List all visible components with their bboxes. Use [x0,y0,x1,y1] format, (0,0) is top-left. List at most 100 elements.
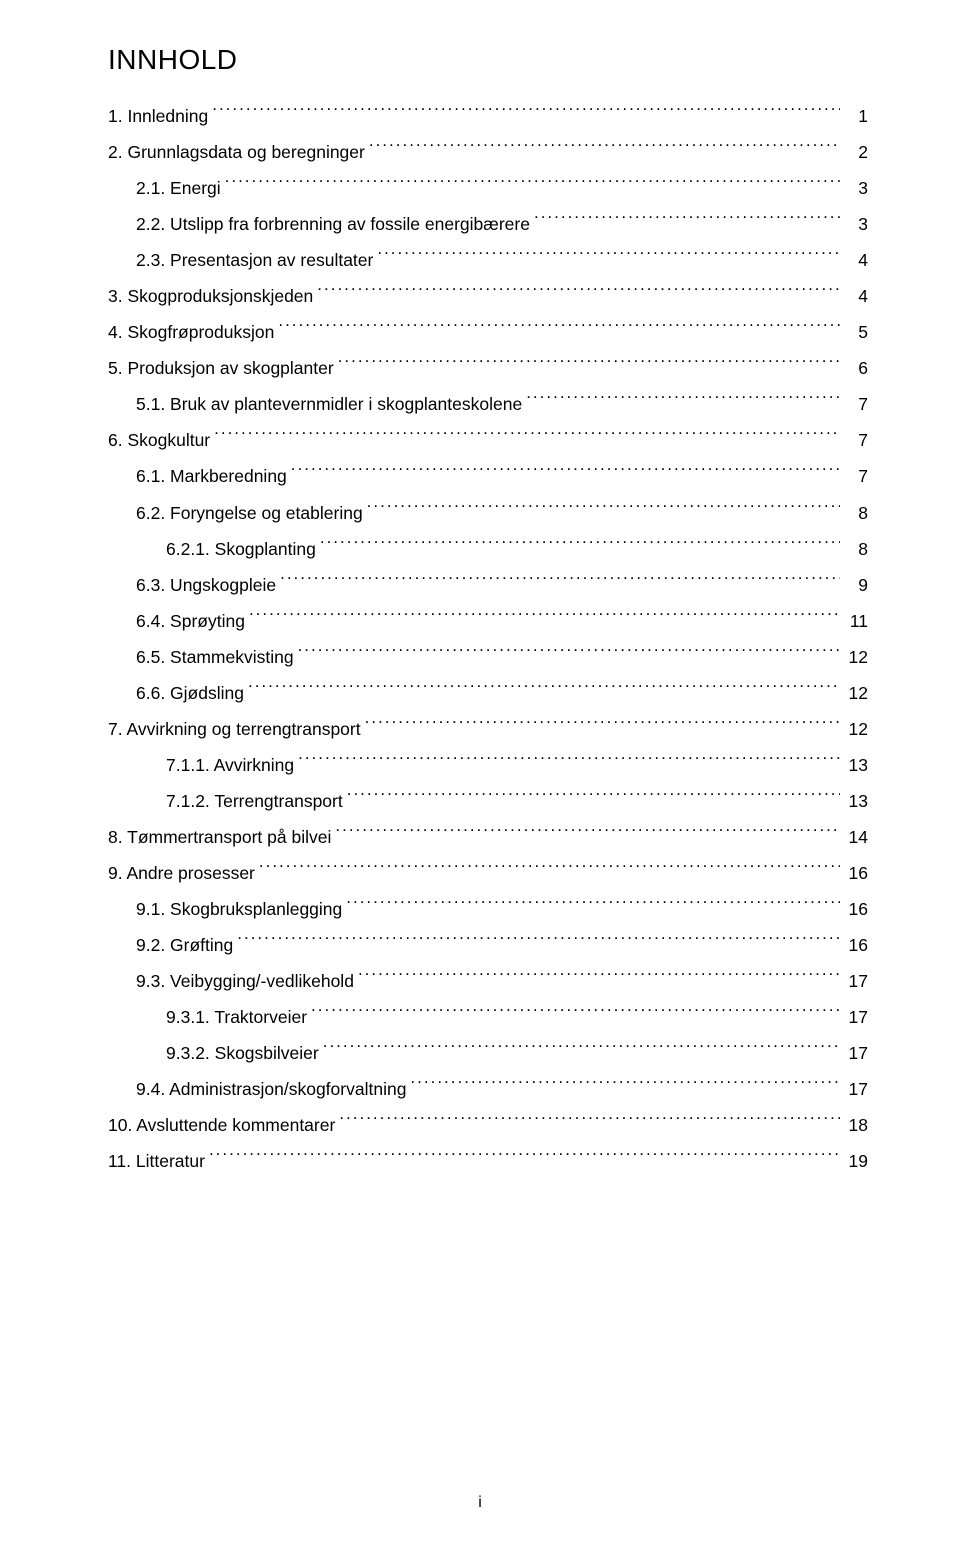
toc-entry-label: 6.3. Ungskogpleie [108,567,276,603]
toc-row: 5. Produksjon av skogplanter 6 [108,350,868,386]
toc-row: 6.2. Foryngelse og etablering 8 [108,495,868,531]
dot-leader [526,393,840,411]
toc-entry-label: 2.2. Utslipp fra forbrenning av fossile … [108,206,530,242]
toc-entry-page: 17 [844,963,868,999]
toc-entry-label: 3. Skogproduksjonskjeden [108,278,313,314]
toc-entry-page: 12 [844,675,868,711]
toc-entry-page: 17 [844,999,868,1035]
toc-entry-label: 5. Produksjon av skogplanter [108,350,334,386]
toc-row: 9.3. Veibygging/-vedlikehold 17 [108,963,868,999]
toc-entry-page: 6 [844,350,868,386]
dot-leader [358,970,840,988]
dot-leader [225,177,840,195]
dot-leader [369,141,840,159]
toc-entry-page: 7 [844,422,868,458]
toc-row: 2.1. Energi3 [108,170,868,206]
toc-entry-label: 9.3.1. Traktorveier [108,999,307,1035]
dot-leader [323,1042,840,1060]
toc-entry-label: 9.4. Administrasjon/skogforvaltning [108,1071,406,1107]
toc-row: 8. Tømmertransport på bilvei14 [108,819,868,855]
dot-leader [347,789,840,807]
dot-leader [212,105,840,123]
toc-entry-page: 12 [844,639,868,675]
dot-leader [249,609,840,627]
toc-row: 9.3.1. Traktorveier 17 [108,999,868,1035]
toc-entry-page: 8 [844,531,868,567]
toc-entry-label: 6.1. Markberedning [108,458,287,494]
toc-entry-page: 16 [844,855,868,891]
toc-entry-label: 6.4. Sprøyting [108,603,245,639]
toc-entry-label: 7.1.2. Terrengtransport [108,783,343,819]
toc-row: 2.2. Utslipp fra forbrenning av fossile … [108,206,868,242]
toc-entry-label: 9.3.2. Skogsbilveier [108,1035,319,1071]
toc-row: 1. Innledning 1 [108,98,868,134]
dot-leader [377,249,840,267]
toc-entry-label: 7.1.1. Avvirkning [108,747,294,783]
toc-entry-page: 19 [844,1143,868,1179]
toc-entry-label: 1. Innledning [108,98,208,134]
toc-row: 9.4. Administrasjon/skogforvaltning 17 [108,1071,868,1107]
toc-row: 6.5. Stammekvisting 12 [108,639,868,675]
toc-entry-label: 5.1. Bruk av plantevernmidler i skogplan… [108,386,522,422]
toc-row: 10. Avsluttende kommentarer 18 [108,1107,868,1143]
toc-entry-label: 11. Litteratur [108,1143,205,1179]
toc-row: 2.3. Presentasjon av resultater 4 [108,242,868,278]
toc-list: 1. Innledning 1 2. Grunnlagsdata og beregn… [108,98,868,1179]
toc-entry-label: 9.3. Veibygging/-vedlikehold [108,963,354,999]
toc-entry-label: 6.5. Stammekvisting [108,639,294,675]
toc-entry-page: 4 [844,242,868,278]
toc-row: 4. Skogfrøproduksjon 5 [108,314,868,350]
dot-leader [335,825,840,843]
page: INNHOLD 1. Innledning 1 2. Grunnlagsdata o… [0,0,960,1548]
toc-entry-label: 9.1. Skogbruksplanlegging [108,891,342,927]
toc-row: 9.2. Grøfting16 [108,927,868,963]
toc-row: 6. Skogkultur7 [108,422,868,458]
toc-row: 7. Avvirkning og terrengtransport12 [108,711,868,747]
toc-row: 6.4. Sprøyting 11 [108,603,868,639]
toc-entry-label: 4. Skogfrøproduksjon [108,314,274,350]
dot-leader [278,321,840,339]
toc-entry-page: 18 [844,1107,868,1143]
dot-leader [237,934,840,952]
dot-leader [259,861,840,879]
toc-entry-label: 2. Grunnlagsdata og beregninger [108,134,365,170]
toc-entry-page: 8 [844,495,868,531]
toc-entry-page: 12 [844,711,868,747]
dot-leader [214,429,840,447]
toc-row: 6.6. Gjødsling12 [108,675,868,711]
toc-entry-page: 2 [844,134,868,170]
toc-row: 6.3. Ungskogpleie 9 [108,567,868,603]
toc-entry-page: 4 [844,278,868,314]
toc-entry-label: 10. Avsluttende kommentarer [108,1107,335,1143]
toc-entry-page: 17 [844,1035,868,1071]
toc-entry-page: 7 [844,458,868,494]
toc-row: 11. Litteratur 19 [108,1143,868,1179]
toc-entry-page: 13 [844,747,868,783]
dot-leader [317,285,840,303]
toc-entry-page: 3 [844,170,868,206]
toc-entry-page: 11 [844,603,868,639]
toc-entry-label: 6.2.1. Skogplanting [108,531,316,567]
toc-entry-page: 5 [844,314,868,350]
toc-row: 3. Skogproduksjonskjeden 4 [108,278,868,314]
toc-row: 9.1. Skogbruksplanlegging 16 [108,891,868,927]
dot-leader [209,1150,840,1168]
toc-entry-page: 7 [844,386,868,422]
dot-leader [291,465,840,483]
toc-entry-page: 14 [844,819,868,855]
dot-leader [339,1114,840,1132]
toc-row: 7.1.2. Terrengtransport 13 [108,783,868,819]
dot-leader [280,573,840,591]
toc-title: INNHOLD [108,44,868,76]
toc-entry-page: 9 [844,567,868,603]
toc-entry-page: 1 [844,98,868,134]
toc-entry-label: 6.2. Foryngelse og etablering [108,495,363,531]
dot-leader [534,213,840,231]
toc-entry-page: 16 [844,891,868,927]
toc-entry-page: 17 [844,1071,868,1107]
toc-entry-label: 2.3. Presentasjon av resultater [108,242,373,278]
toc-entry-page: 16 [844,927,868,963]
toc-row: 7.1.1. Avvirkning 13 [108,747,868,783]
toc-row: 6.2.1. Skogplanting 8 [108,531,868,567]
toc-entry-page: 13 [844,783,868,819]
